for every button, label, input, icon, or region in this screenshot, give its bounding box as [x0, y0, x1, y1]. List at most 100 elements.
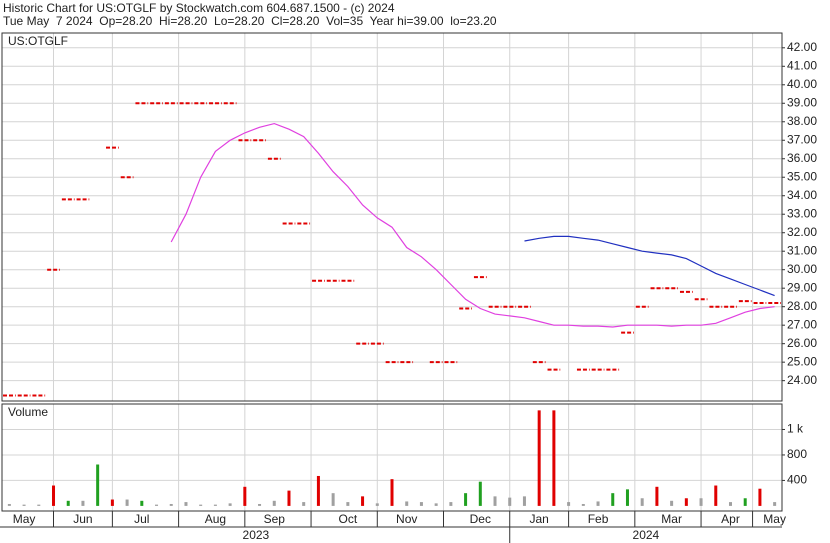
- price-panel: [2, 33, 782, 401]
- y-tick-label: 29.00: [787, 280, 817, 294]
- volume-bar: [640, 498, 644, 506]
- volume-bar: [508, 497, 512, 506]
- volume-bar: [405, 501, 409, 506]
- volume-bar: [81, 500, 85, 506]
- year-label: 2024: [633, 528, 660, 542]
- volume-bar: [7, 503, 11, 506]
- volume-bar: [140, 500, 144, 506]
- y-tick-label: 35.00: [787, 169, 817, 183]
- volume-bar: [243, 486, 247, 506]
- volume-bar: [331, 493, 335, 506]
- volume-bar: [434, 503, 438, 506]
- y-tick-label: 41.00: [787, 58, 817, 72]
- y-tick-label: 1 k: [787, 422, 804, 436]
- x-tick-label: Jan: [529, 512, 548, 526]
- x-tick-label: Dec: [470, 512, 491, 526]
- x-tick-label: Jun: [73, 512, 92, 526]
- volume-bar: [419, 502, 423, 506]
- moving-average: [524, 235, 775, 297]
- y-tick-label: 34.00: [787, 188, 817, 202]
- volume-bar: [714, 485, 718, 506]
- volume-bar: [125, 499, 129, 506]
- y-tick-label: 37.00: [787, 132, 817, 146]
- y-tick-label: 400: [787, 473, 807, 487]
- x-tick-label: Oct: [339, 512, 358, 526]
- volume-frame: [1, 403, 783, 512]
- volume-bar: [22, 504, 26, 506]
- volume-label: Volume: [8, 405, 48, 419]
- y-tick-label: 800: [787, 447, 807, 461]
- volume-bar: [390, 479, 394, 506]
- y-tick-label: 39.00: [787, 95, 817, 109]
- volume-bar: [213, 504, 217, 506]
- x-tick-label: Mar: [661, 512, 682, 526]
- volume-bar: [552, 410, 556, 506]
- volume-bar: [302, 502, 306, 506]
- volume-bar: [228, 503, 232, 506]
- x-tick-label: May: [13, 512, 36, 526]
- volume-bar: [52, 485, 56, 506]
- volume-bar: [567, 502, 571, 506]
- volume-bar: [110, 499, 114, 506]
- x-tick-label: May: [763, 512, 786, 526]
- volume-bar: [596, 501, 600, 506]
- volume-bar: [581, 503, 585, 506]
- volume-bar: [758, 488, 762, 506]
- symbol-label: US:OTGLF: [8, 34, 68, 48]
- y-tick-label: 33.00: [787, 206, 817, 220]
- volume-bar: [522, 496, 526, 506]
- y-tick-label: 38.00: [787, 114, 817, 128]
- volume-bar: [287, 490, 291, 506]
- volume-bar: [361, 496, 365, 506]
- quote-line: Tue May 7 2024 Op=28.20 Hi=28.20 Lo=28.2…: [3, 14, 497, 28]
- volume-bar: [464, 493, 468, 506]
- x-tick-label: Jul: [134, 512, 149, 526]
- volume-bar: [773, 502, 777, 506]
- year-label: 2023: [243, 528, 270, 542]
- volume-bar: [699, 498, 703, 506]
- volume-bar: [728, 502, 732, 506]
- y-tick-label: 30.00: [787, 262, 817, 276]
- volume-panel: [2, 404, 782, 511]
- y-tick-label: 28.00: [787, 299, 817, 313]
- volume-bar: [625, 489, 629, 506]
- y-tick-label: 26.00: [787, 336, 817, 350]
- volume-bar: [537, 410, 541, 506]
- volume-bar: [449, 502, 453, 506]
- volume-bar: [655, 486, 659, 506]
- volume-bar: [272, 500, 276, 506]
- volume-bar: [96, 464, 100, 506]
- volume-bar: [316, 475, 320, 506]
- volume-bar: [155, 504, 159, 506]
- volume-bar: [169, 503, 173, 506]
- x-tick-label: Nov: [396, 512, 417, 526]
- volume-bar: [743, 498, 747, 506]
- x-tick-label: Feb: [588, 512, 609, 526]
- volume-bar: [258, 503, 262, 506]
- volume-bar: [478, 481, 482, 506]
- moving-average: [170, 122, 775, 328]
- volume-bar: [184, 502, 188, 506]
- volume-bar: [199, 504, 203, 506]
- volume-bar: [611, 493, 615, 506]
- volume-bar: [670, 500, 674, 506]
- volume-bar: [66, 500, 70, 506]
- volume-bar: [346, 502, 350, 506]
- price-frame: [1, 32, 783, 402]
- y-tick-label: 36.00: [787, 151, 817, 165]
- chart-title: Historic Chart for US:OTGLF by Stockwatc…: [3, 1, 395, 15]
- y-tick-label: 42.00: [787, 40, 817, 54]
- y-tick-label: 31.00: [787, 243, 817, 257]
- volume-bar: [375, 503, 379, 506]
- x-tick-label: Sep: [264, 512, 286, 526]
- y-tick-label: 24.00: [787, 373, 817, 387]
- volume-bar: [37, 504, 41, 506]
- y-tick-label: 32.00: [787, 225, 817, 239]
- y-tick-label: 27.00: [787, 317, 817, 331]
- volume-bar: [684, 498, 688, 506]
- x-tick-label: Apr: [721, 512, 740, 526]
- y-tick-label: 40.00: [787, 77, 817, 91]
- x-tick-label: Aug: [205, 512, 226, 526]
